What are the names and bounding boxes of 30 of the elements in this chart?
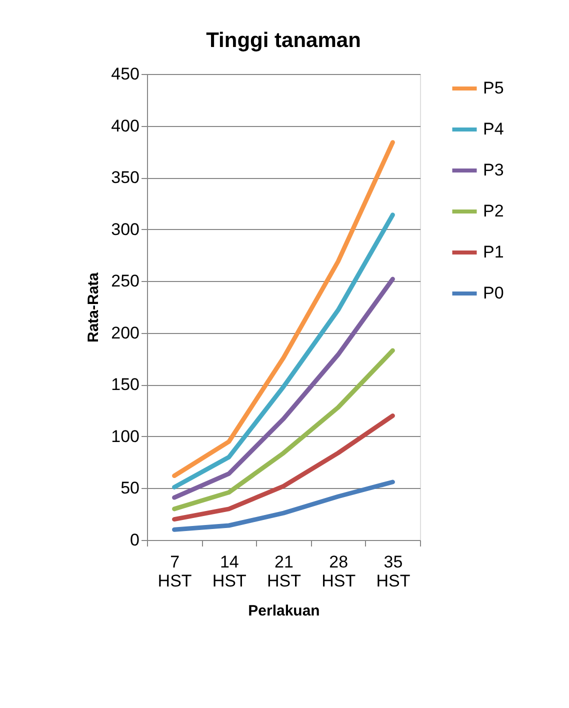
y-tick-label: 200 [111,323,140,342]
legend-label: P0 [483,284,504,302]
legend-label: P4 [483,120,504,138]
line-series [172,413,395,522]
x-tick-label: 14 HST [212,552,246,590]
x-axis-title: Perlakuan [248,602,320,620]
y-tick-label: 250 [111,272,140,291]
line-series [172,140,395,478]
y-tick-label: 0 [130,530,140,550]
y-axis-title: Rata-Rata [85,272,102,343]
x-tick-label: 7 HST [158,552,192,590]
line-series [172,348,395,512]
chart-title: Tinggi tanaman [206,29,361,52]
y-tick-label: 100 [111,426,140,446]
x-tick-label: 28 HST [322,552,356,590]
y-tick-label: 300 [111,220,140,239]
legend-label: P1 [483,242,504,262]
line-series [172,276,395,500]
legend-label: P3 [483,160,504,180]
y-tick-label: 350 [111,168,140,188]
x-tick-label: 35 HST [376,552,410,590]
y-tick-label: 450 [111,64,140,84]
line-series [172,212,395,490]
y-tick-label: 150 [111,375,140,394]
legend-label: P5 [483,78,504,98]
x-tick-label: 21 HST [267,552,301,590]
legend-label: P2 [483,202,504,220]
line-series [172,480,395,532]
y-tick-label: 400 [111,116,140,136]
y-tick-label: 50 [120,478,140,498]
